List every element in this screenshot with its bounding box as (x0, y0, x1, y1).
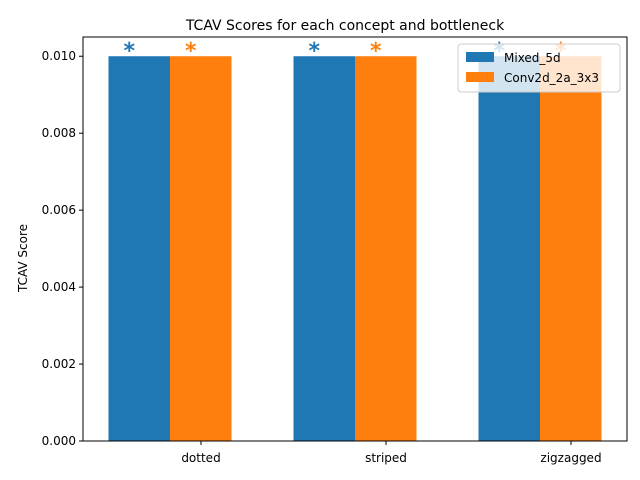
x-tick-label: dotted (181, 451, 220, 465)
bar-Conv2d_2a_3x3-dotted (170, 56, 232, 441)
significance-marker: * (185, 39, 197, 64)
significance-marker: * (370, 39, 382, 64)
axes-frame (82, 36, 628, 442)
y-axis-label: TCAV Score (16, 224, 30, 293)
chart-title: TCAV Scores for each concept and bottlen… (185, 18, 505, 34)
y-tick-label: 0.008 (42, 126, 76, 140)
legend: Mixed_5d Conv2d_2a_3x3 (457, 43, 621, 93)
plot-area: ****** (82, 36, 628, 442)
bar-Mixed_5d-striped (293, 56, 355, 441)
y-axis: 0.000 0.002 0.004 0.006 0.008 0.010 (42, 49, 83, 448)
significance-marker: * (308, 39, 320, 64)
bar-Conv2d_2a_3x3-zigzagged (540, 56, 602, 441)
legend-label-Conv2d_2a_3x3: Conv2d_2a_3x3 (504, 71, 599, 85)
x-axis: dotted striped zigzagged (181, 441, 602, 465)
y-tick-label: 0.006 (42, 203, 76, 217)
bar-Conv2d_2a_3x3-striped (355, 56, 417, 441)
significance-marker: * (123, 39, 135, 64)
bar-Mixed_5d-dotted (108, 56, 170, 441)
x-tick-label: zigzagged (540, 451, 601, 465)
legend-swatch-Mixed_5d (466, 52, 494, 62)
y-tick-label: 0.004 (42, 280, 76, 294)
legend-swatch-Conv2d_2a_3x3 (466, 72, 494, 82)
legend-label-Mixed_5d: Mixed_5d (504, 51, 561, 65)
bar-Mixed_5d-zigzagged (478, 56, 540, 441)
y-tick-label: 0.002 (42, 357, 76, 371)
y-tick-label: 0.010 (42, 49, 76, 63)
x-tick-label: striped (365, 451, 407, 465)
y-tick-label: 0.000 (42, 434, 76, 448)
legend-box (457, 43, 621, 93)
